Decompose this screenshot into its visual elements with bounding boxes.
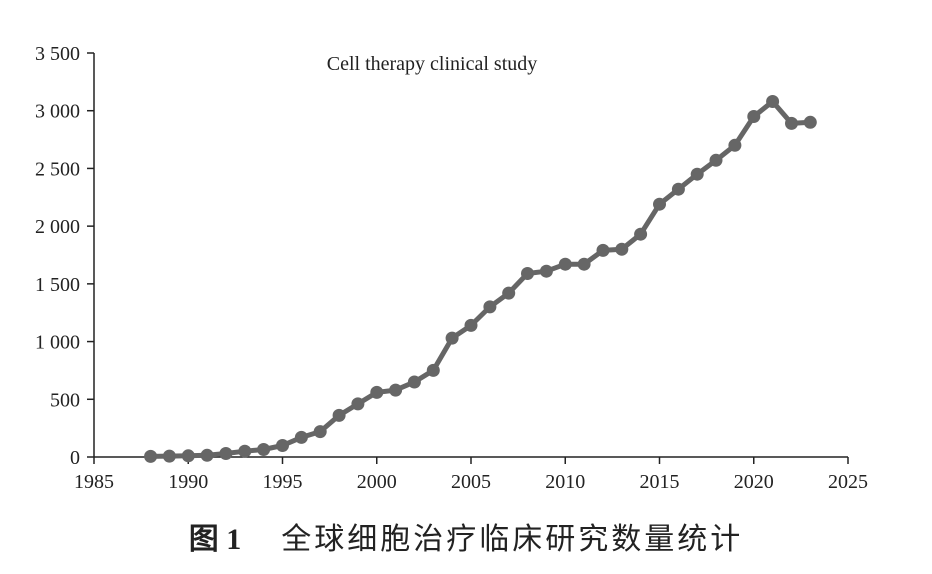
x-tick-label: 2010	[545, 471, 585, 493]
y-tick-label: 500	[50, 389, 80, 411]
figure-number: 图 1	[188, 523, 242, 556]
data-point	[389, 383, 403, 397]
data-point	[766, 95, 780, 108]
data-point	[577, 257, 591, 271]
x-tick-label: 2000	[357, 471, 397, 493]
data-point	[426, 363, 440, 377]
data-point	[332, 408, 346, 422]
data-point	[313, 425, 327, 439]
y-tick-label: 1 500	[35, 274, 80, 296]
data-point	[294, 430, 308, 444]
data-point	[785, 116, 798, 130]
data-point	[162, 449, 176, 463]
data-point	[464, 318, 478, 332]
data-point	[747, 110, 761, 123]
x-tick-label: 1995	[263, 471, 303, 493]
data-point	[803, 115, 817, 129]
y-tick-label: 2 500	[35, 158, 80, 180]
data-point	[596, 243, 610, 257]
x-tick-label: 2005	[451, 471, 491, 493]
data-point	[257, 443, 271, 456]
data-point	[615, 242, 629, 256]
x-axis-ticks: 1985 1990 1995 2000 2005 2010 2015 2020 2025	[74, 457, 868, 493]
data-point	[370, 385, 384, 399]
data-point	[238, 444, 252, 458]
data-point	[690, 167, 704, 181]
data-point	[653, 197, 666, 211]
x-tick-label: 1985	[74, 471, 114, 493]
y-tick-label: 0	[70, 447, 80, 469]
x-tick-label: 2020	[734, 471, 774, 493]
data-point	[728, 138, 742, 152]
data-point	[558, 257, 572, 271]
figure-caption: 图 1 全球细胞治疗临床研究数量统计	[0, 514, 932, 558]
data-point	[671, 182, 685, 196]
data-point	[445, 331, 459, 345]
data-point	[634, 227, 648, 241]
data-point	[407, 375, 421, 389]
data-point	[521, 267, 534, 280]
figure-title: 全球细胞治疗临床研究数量统计	[281, 522, 744, 557]
data-point	[483, 300, 497, 314]
y-tick-label: 1 000	[35, 332, 80, 354]
y-tick-label: 2 000	[35, 216, 80, 238]
y-axis-ticks: 0 500 1 000 1 500 2 000 2 500 3 000 3 500	[35, 43, 94, 469]
data-point	[709, 153, 723, 167]
data-point	[276, 439, 289, 452]
x-tick-label: 1990	[168, 471, 208, 493]
series-group	[144, 95, 817, 463]
data-point	[144, 449, 158, 463]
x-tick-label: 2015	[640, 471, 680, 493]
x-tick-label: 2025	[828, 471, 868, 493]
data-point	[351, 397, 365, 411]
series-line	[148, 99, 813, 459]
data-point	[502, 286, 516, 300]
data-point	[200, 448, 214, 462]
data-point	[181, 449, 195, 463]
data-point	[219, 447, 233, 460]
y-tick-label: 3 000	[35, 101, 80, 123]
data-point	[539, 264, 553, 278]
chart-title: Cell therapy clinical study	[327, 53, 538, 75]
y-tick-label: 3 500	[35, 43, 80, 65]
